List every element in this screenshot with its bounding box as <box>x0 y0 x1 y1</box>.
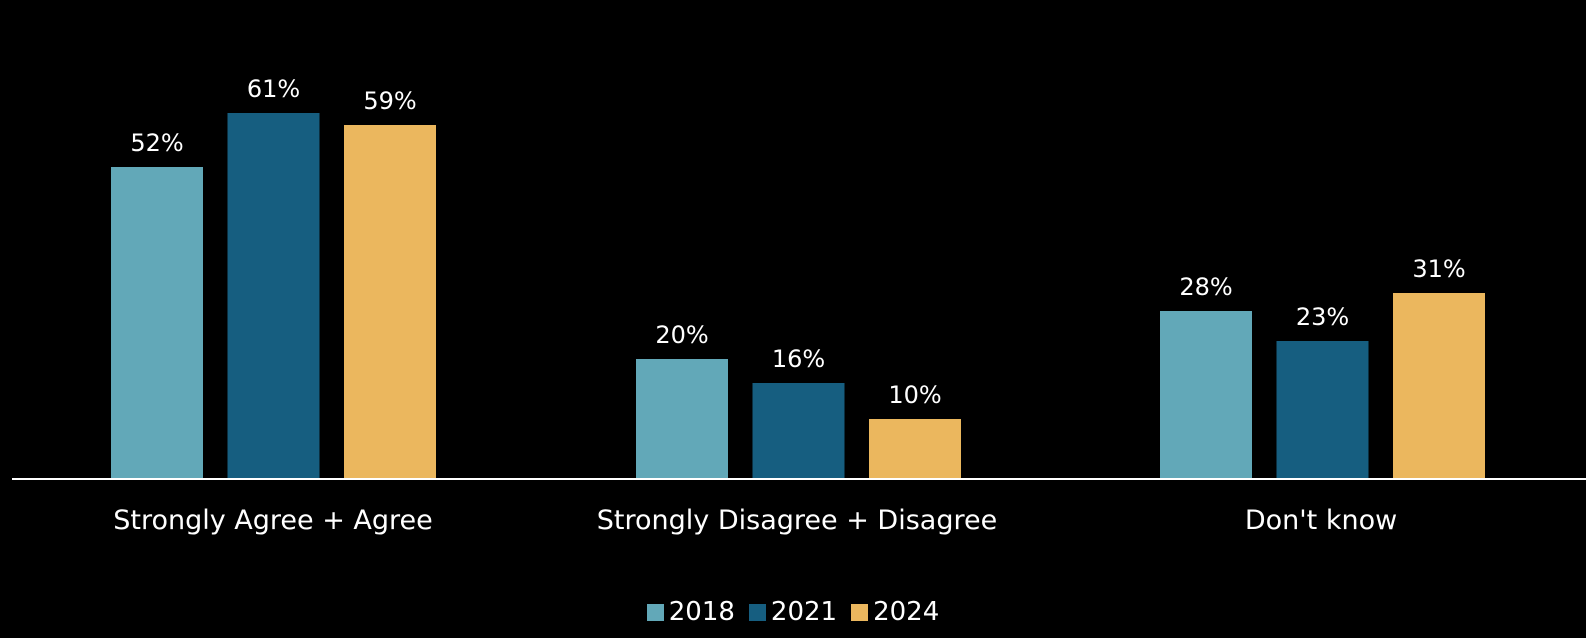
legend-item-2018: 2018 <box>646 597 735 627</box>
value-labels-group: 52% 61% 59% 20% 16% 10% 28% 23% 31% <box>130 75 1465 409</box>
data-label-2021-1: 16% <box>772 345 825 373</box>
bar-2018-1 <box>636 359 728 479</box>
bar-2021-0 <box>227 113 320 479</box>
category-label-0: Strongly Agree + Agree <box>113 505 433 536</box>
bar-2018-0 <box>111 167 203 479</box>
bar-2024-2 <box>1393 293 1485 479</box>
legend-label: 2018 <box>668 597 735 627</box>
data-label-2021-2: 23% <box>1296 303 1349 331</box>
legend-label: 2024 <box>873 597 940 627</box>
data-label-2024-1: 10% <box>888 381 941 409</box>
bar-2021-1 <box>752 383 845 479</box>
legend-swatch <box>748 603 766 621</box>
legend-label: 2021 <box>770 597 838 627</box>
legend-swatch <box>646 603 664 621</box>
category-label-2: Don't know <box>1245 505 1397 536</box>
data-label-2018-1: 20% <box>655 321 708 349</box>
data-label-2018-2: 28% <box>1179 273 1232 301</box>
legend-item-2021: 2021 <box>748 597 838 627</box>
category-label-1: Strongly Disagree + Disagree <box>597 505 997 536</box>
category-labels-group: Strongly Agree + Agree Strongly Disagree … <box>113 505 1397 536</box>
legend-swatch <box>851 603 869 621</box>
legend-item-2024: 2024 <box>851 597 939 627</box>
data-label-2021-0: 61% <box>247 75 300 103</box>
bar-2024-1 <box>869 419 961 479</box>
bar-2024-0 <box>344 125 436 479</box>
data-label-2024-0: 59% <box>363 87 416 115</box>
data-label-2018-0: 52% <box>130 129 183 157</box>
bar-2021-2 <box>1276 341 1369 479</box>
bar-2018-2 <box>1160 311 1252 479</box>
legend: 2018 2021 2024 <box>0 597 1586 627</box>
bars-group <box>111 113 1485 479</box>
data-label-2024-2: 31% <box>1412 255 1465 283</box>
